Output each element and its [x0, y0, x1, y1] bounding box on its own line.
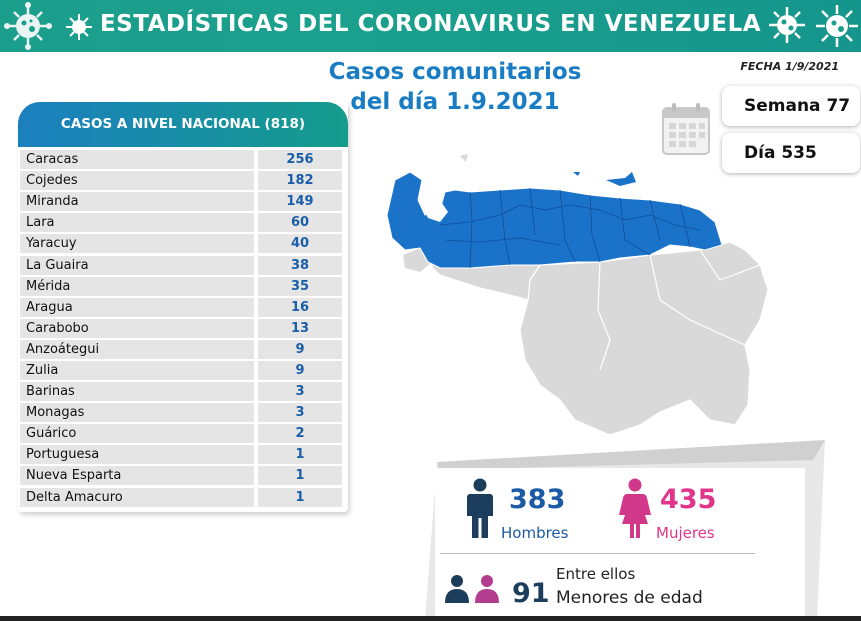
main-title-line1: Casos comunitarios [328, 59, 582, 85]
table-row: Guárico 2 [20, 423, 342, 444]
state-name: Zulia [20, 360, 254, 380]
case-count: 40 [258, 234, 342, 254]
table-row: Nueva Esparta 1 [20, 465, 342, 486]
table-row: Mérida 35 [20, 276, 342, 297]
women-count: 435 [660, 484, 717, 515]
minors-label: Menores de edad [556, 588, 703, 608]
children-icon [445, 575, 499, 603]
day-badge: Día 535 [722, 133, 860, 173]
man-icon [467, 478, 493, 538]
week-badge: Semana 77 [722, 86, 860, 126]
cases-panel-header: CASOS A NIVEL NACIONAL (818) [18, 102, 348, 147]
virus-icon [4, 2, 52, 50]
case-count: 9 [258, 360, 342, 380]
case-count: 256 [258, 150, 342, 170]
main-title-line2: del día 1.9.2021 [350, 89, 560, 115]
cases-table: Caracas 256 Cojedes 182 Miranda 149 Lara 60 … [20, 149, 342, 508]
main-title: Casos comunitarios del día 1.9.2021 [300, 57, 610, 117]
case-count: 16 [258, 297, 342, 317]
state-name: Yaracuy [20, 234, 254, 254]
state-name: Mérida [20, 276, 254, 296]
state-name: Caracas [20, 150, 254, 170]
table-row: Miranda 149 [20, 191, 342, 212]
state-name: Lara [20, 213, 254, 233]
table-row: Monagas 3 [20, 402, 342, 423]
state-name: Aragua [20, 297, 254, 317]
state-name: Portuguesa [20, 445, 254, 465]
virus-icon [66, 14, 92, 40]
women-label: Mujeres [656, 524, 715, 542]
minors-count: 91 [512, 578, 550, 609]
state-name: Miranda [20, 192, 254, 212]
table-row: Carabobo 13 [20, 318, 342, 339]
case-count: 3 [258, 382, 342, 402]
state-name: Guárico [20, 424, 254, 444]
men-count: 383 [509, 484, 566, 515]
minors-intro: Entre ellos [556, 565, 636, 583]
case-count: 182 [258, 171, 342, 191]
table-row: Portuguesa 1 [20, 444, 342, 465]
table-row: Anzoátegui 9 [20, 339, 342, 360]
state-name: Delta Amacuro [20, 487, 254, 507]
table-row: Lara 60 [20, 212, 342, 233]
stats-divider [440, 553, 755, 554]
woman-icon [619, 478, 651, 538]
state-name: Carabobo [20, 318, 254, 338]
virus-icon [816, 5, 858, 47]
state-name: La Guaira [20, 255, 254, 275]
case-count: 9 [258, 339, 342, 359]
table-row: Zulia 9 [20, 360, 342, 381]
header-banner: ESTADÍSTICAS DEL CORONAVIRUS EN VENEZUEL… [0, 0, 861, 52]
case-count: 149 [258, 192, 342, 212]
table-row: Cojedes 182 [20, 170, 342, 191]
case-count: 60 [258, 213, 342, 233]
state-name: Cojedes [20, 171, 254, 191]
case-count: 2 [258, 424, 342, 444]
men-label: Hombres [501, 524, 569, 542]
page-title: ESTADÍSTICAS DEL CORONAVIRUS EN VENEZUEL… [99, 11, 762, 37]
case-count: 1 [258, 487, 342, 507]
state-name: Monagas [20, 403, 254, 423]
table-row: La Guaira 38 [20, 254, 342, 275]
state-name: Nueva Esparta [20, 466, 254, 486]
stats-box [425, 440, 825, 620]
state-name: Anzoátegui [20, 339, 254, 359]
state-name: Barinas [20, 382, 254, 402]
table-row: Aragua 16 [20, 297, 342, 318]
date-label: FECHA 1/9/2021 [740, 60, 839, 73]
table-row: Barinas 3 [20, 381, 342, 402]
virus-icon [769, 7, 805, 43]
case-count: 13 [258, 318, 342, 338]
table-row: Caracas 256 [20, 149, 342, 170]
case-count: 1 [258, 445, 342, 465]
table-row: Delta Amacuro 1 [20, 487, 342, 508]
table-row: Yaracuy 40 [20, 233, 342, 254]
bottom-bar [0, 616, 861, 621]
case-count: 3 [258, 403, 342, 423]
venezuela-map [386, 154, 769, 436]
case-count: 35 [258, 276, 342, 296]
case-count: 1 [258, 466, 342, 486]
calendar-icon [662, 103, 710, 155]
case-count: 38 [258, 255, 342, 275]
